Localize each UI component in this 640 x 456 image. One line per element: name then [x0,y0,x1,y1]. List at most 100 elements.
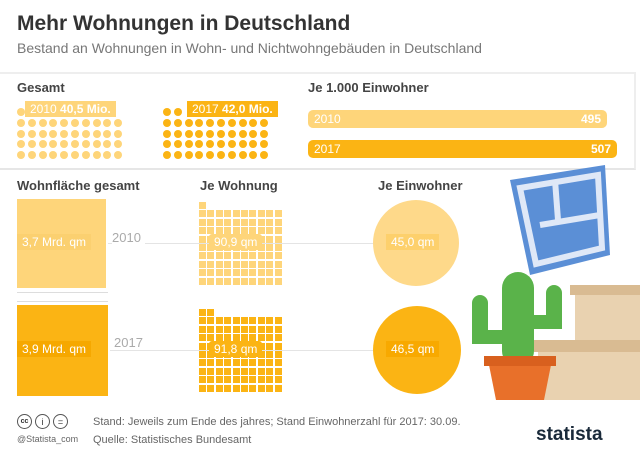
twitter-handle[interactable]: @Statista_com [17,434,79,444]
je1000-heading: Je 1.000 Einwohner [308,80,429,95]
unit-dot [71,140,79,149]
unit-square [274,227,282,235]
unit-square [232,384,240,392]
unit-dot [114,151,123,160]
unit-square [199,376,206,384]
unit-dot [163,108,171,116]
unit-dot [103,118,112,127]
statista-logo[interactable]: statista [536,424,603,445]
unit-dot [238,118,247,127]
unit-square [199,227,206,235]
unit-square [266,325,274,333]
unit-square [199,218,206,226]
unit-dot [92,118,101,127]
unit-dot [103,140,112,149]
unit-square [199,342,206,350]
unit-square [266,351,274,358]
unit-dot [249,140,258,149]
attribution-icon: i [35,414,50,429]
unit-square [215,359,223,367]
unit-square [241,277,248,285]
unit-square [266,210,274,218]
unit-square [215,252,223,260]
unit-square [232,227,240,235]
unit-dot [249,151,258,160]
unit-dot [81,151,90,160]
unit-square [199,384,206,392]
unit-square [249,376,257,384]
unit-square [241,260,248,268]
unit-dot [249,118,258,127]
unit-square [249,227,257,235]
unit-square [199,309,206,316]
bar-2010: 2010 495 [308,110,607,128]
unit-square [249,277,257,285]
unit-square [274,252,282,260]
unit-square [199,269,206,277]
unit-square [224,325,232,333]
unit-dot [103,151,112,160]
unit-dot [27,129,36,138]
je-einwohner-heading: Je Einwohner [378,178,463,193]
unit-dot [71,129,79,138]
unit-dot [184,140,193,149]
unit-square [257,218,265,226]
unit-square [266,334,274,342]
unit-square [224,277,232,285]
unit-dot [217,151,225,160]
unit-square [257,269,265,277]
unit-dot [184,151,193,160]
unit-dot [92,140,101,149]
unit-dot [238,140,247,149]
unit-square [232,252,240,260]
unit-square [241,384,248,392]
footer-note: Stand: Jeweils zum Ende des jahres; Stan… [93,416,461,428]
unit-square [266,359,274,367]
unit-square [249,269,257,277]
unit-square [257,359,265,367]
unit-square [199,260,206,268]
unit-dot [17,140,25,149]
unit-square [224,317,232,325]
unit-square [224,376,232,384]
unit-dot [206,118,215,127]
je-wohnung-label-2010: 90,9 qm [209,234,263,250]
boxes-icon [534,285,640,400]
unit-dot [17,118,25,127]
unit-square [274,384,282,392]
unit-square [207,325,215,333]
unit-dot [49,129,58,138]
axis-break [17,292,108,302]
unit-dot [38,151,47,160]
unit-dot [260,118,269,127]
unit-dot [195,129,204,138]
unit-square [257,277,265,285]
unit-square [199,202,206,209]
unit-square [199,277,206,285]
unit-dot [17,151,25,160]
unit-dot [81,118,90,127]
unit-dot [114,118,123,127]
unit-square [199,325,206,333]
unit-dot [260,140,269,149]
unit-square [266,260,274,268]
unit-dot [217,129,225,138]
unit-square [207,252,215,260]
unit-square [274,244,282,251]
unit-dot [49,151,58,160]
unit-dot [206,140,215,149]
unit-square [249,317,257,325]
unit-square [224,260,232,268]
unit-square [249,367,257,375]
unit-dot [217,140,225,149]
unit-dot [206,129,215,138]
unit-square [266,384,274,392]
unit-square [249,218,257,226]
unit-square [257,334,265,342]
unit-square [266,367,274,375]
unit-square [274,218,282,226]
unit-square [207,269,215,277]
unit-dot [163,118,171,127]
unit-square [274,325,282,333]
unit-square [232,269,240,277]
